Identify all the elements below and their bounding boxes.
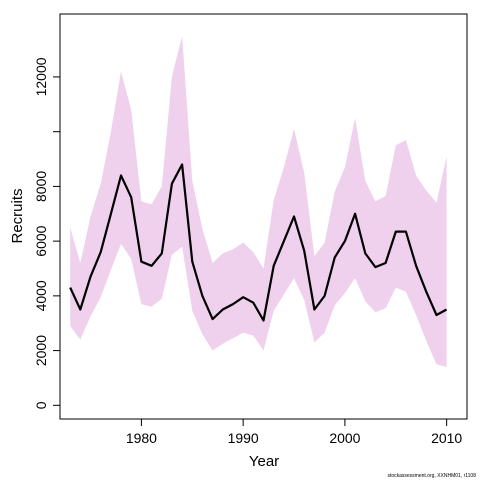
confidence-band xyxy=(70,35,447,368)
x-tick-label-1980: 1980 xyxy=(126,430,157,446)
y-tick-label-0: 0 xyxy=(33,401,49,409)
x-tick-label-2010: 2010 xyxy=(431,430,462,446)
y-axis: 0 2000 4000 6000 8000 12000 xyxy=(33,57,60,409)
footer-credit: stockassessment.org, XXNHM01, r1108 xyxy=(387,473,476,479)
plot-frame xyxy=(59,13,468,420)
y-tick-label-12000: 12000 xyxy=(33,57,49,96)
recruits-line xyxy=(69,163,448,322)
y-tick-label-8000: 8000 xyxy=(33,171,49,202)
y-tick-label-6000: 6000 xyxy=(33,225,49,256)
x-tick-label-1990: 1990 xyxy=(228,430,259,446)
y-tick-label-4000: 4000 xyxy=(33,280,49,311)
y-axis-title: Recruits xyxy=(9,188,26,243)
x-tick-label-2000: 2000 xyxy=(329,430,360,446)
x-axis: 1980 1990 2000 2010 xyxy=(126,419,462,446)
plot-area xyxy=(69,35,448,368)
x-axis-title: Year xyxy=(249,453,279,470)
y-tick-label-2000: 2000 xyxy=(33,335,49,366)
